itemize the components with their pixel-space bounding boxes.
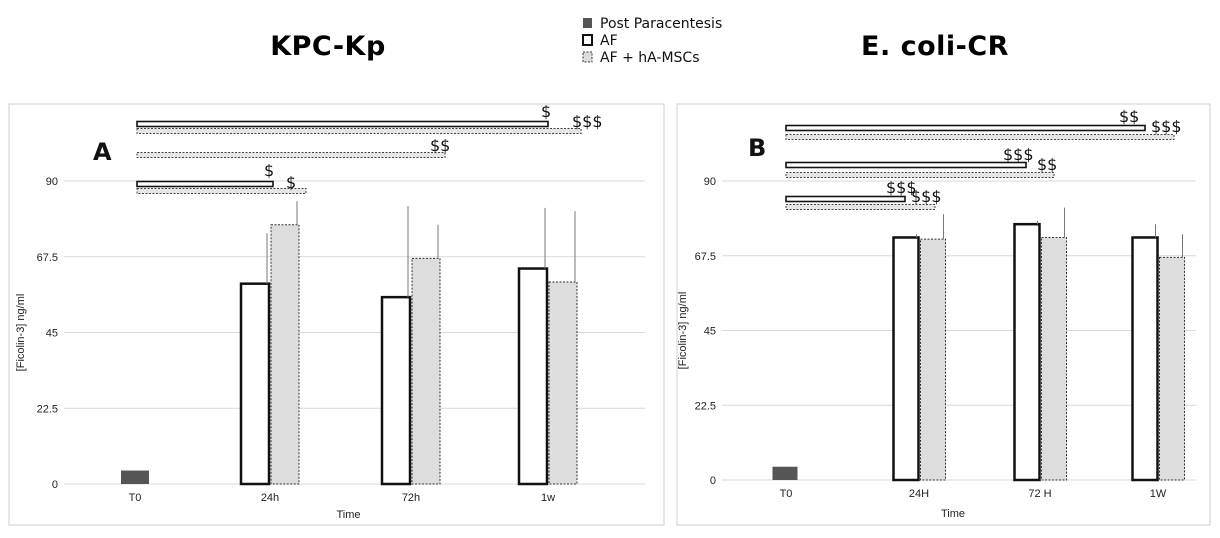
panel-a-significance-bar-msc: [136, 152, 446, 158]
legend-swatch-msc: [582, 51, 593, 63]
legend-swatch-post: [583, 18, 592, 28]
panel-a-ytick-label: 45: [46, 328, 58, 340]
panel-b-xtick-label: 72 H: [1028, 488, 1051, 500]
panel-b-letter: B: [748, 134, 766, 162]
panel-b-ytick-label: 90: [704, 176, 716, 188]
legend-label-post: Post Paracentesis: [600, 16, 722, 32]
panel-a-af-bar: [380, 295, 412, 486]
panel-b-ytick-label: 45: [704, 326, 716, 338]
panel-b-xlabel: Time: [941, 508, 965, 520]
panel-a-msc-bar: [411, 257, 441, 485]
panel-a-significance-label: $: [541, 102, 551, 121]
panel-b-frame: [676, 103, 1211, 526]
panel-a-af-bar: [517, 267, 549, 486]
panel-b-ytick-label: 0: [710, 475, 716, 487]
panel-b-significance-bar-msc: [785, 172, 1055, 178]
panel-b-plot: 0 22.5 45 67.5 90 [Ficolin-3] ng/ml Time T0 24H 7…: [677, 107, 1196, 520]
panel-a-significance-bar-af: [136, 120, 549, 128]
panel-a-msc-bar: [270, 224, 300, 485]
panel-b-xtick-label: 1W: [1150, 488, 1167, 500]
panel-b-significance-label: $$$: [911, 187, 942, 206]
panel-a-ytick-label: 67.5: [37, 252, 58, 264]
panel-a-plot: 0 22.5 45 67.5 90 [Ficolin-3] ng/ml Time T0 24h 7…: [15, 102, 645, 521]
panel-a-significance-label: $: [264, 161, 274, 180]
panel-b-msc-bar: [1159, 256, 1185, 481]
panel-b-significance-bar-af: [785, 161, 1027, 169]
panel-b-msc-bar: [1041, 236, 1067, 481]
panel-a-significance-label: $$: [430, 136, 450, 155]
panel-a-xtick-label: 24h: [261, 492, 279, 504]
panel-b-significance-label: $$: [1119, 107, 1139, 126]
panel-b-significance-label: $$$: [1151, 117, 1182, 136]
legend: Post Paracentesis AF AF + hA-MSCs: [582, 16, 722, 66]
panel-b-post-bar: [772, 466, 798, 480]
panel-a-title: KPC-Kp: [270, 31, 386, 62]
legend-label-af: AF: [600, 33, 618, 49]
panel-b-af-bar: [1131, 236, 1159, 482]
panel-a-ylabel: [Ficolin-3] ng/ml: [15, 294, 27, 372]
panel-b-significance-bar-msc: [785, 204, 936, 210]
panel-a-msc-bar: [548, 281, 578, 485]
panel-b-ytick-label: 67.5: [695, 251, 716, 263]
panel-b-significance-bar-af: [785, 195, 906, 203]
panel-b-significance-label: $$: [1037, 155, 1057, 174]
panel-a-xtick-label: T0: [129, 492, 142, 504]
panel-a-significance-label: $: [286, 173, 296, 192]
panel-b-ytick-label: 22.5: [695, 400, 716, 412]
panel-a-xtick-label: 1w: [541, 492, 555, 504]
panel-a-significance-bar-msc: [136, 188, 307, 194]
panel-b-ylabel: [Ficolin-3] ng/ml: [677, 292, 689, 370]
legend-swatch-af: [582, 34, 593, 46]
panel-b-significance-label: $$$: [1003, 145, 1034, 164]
panel-a-ytick-label: 0: [52, 479, 58, 491]
legend-label-msc: AF + hA-MSCs: [600, 50, 700, 66]
panel-a-post-bar: [121, 470, 149, 484]
panel-a-af-bar: [239, 282, 271, 486]
panel-a-ytick-label: 90: [46, 176, 58, 188]
panel-a-xtick-label: 72h: [402, 492, 420, 504]
panel-b-xtick-label: T0: [780, 488, 793, 500]
panel-b-msc-bar: [920, 238, 946, 481]
panel-b-title: E. coli-CR: [861, 31, 1009, 62]
panel-a-xlabel: Time: [336, 509, 360, 521]
panel-a-significance-bar-af: [136, 180, 274, 188]
panel-b-significance-bar-af: [785, 124, 1146, 132]
panel-a-significance-bar-msc: [136, 128, 582, 134]
panel-a-significance-label: $$$: [572, 112, 603, 131]
panel-a-frame: [8, 103, 665, 526]
panel-a-letter: A: [93, 138, 112, 166]
panel-b-af-bar: [892, 236, 920, 482]
panel-a-ytick-label: 22.5: [37, 403, 58, 415]
panel-b-xtick-label: 24H: [909, 488, 929, 500]
panel-b-significance-bar-msc: [785, 134, 1175, 140]
panel-b-significance-label: $$$: [886, 178, 917, 197]
panel-b-af-bar: [1013, 222, 1041, 482]
